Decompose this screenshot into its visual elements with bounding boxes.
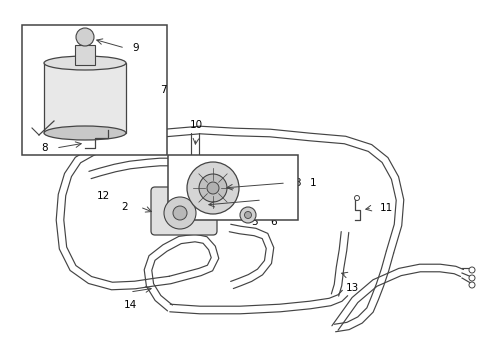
Text: 1: 1: [309, 178, 316, 188]
Bar: [22, 25, 167, 155]
Circle shape: [468, 275, 474, 281]
Circle shape: [163, 197, 196, 229]
Circle shape: [173, 206, 186, 220]
Ellipse shape: [44, 56, 126, 70]
Ellipse shape: [44, 126, 126, 140]
Bar: [75, 45, 95, 65]
Circle shape: [244, 211, 251, 219]
Text: 14: 14: [123, 300, 136, 310]
Text: 5: 5: [251, 217, 258, 227]
Text: 7: 7: [160, 85, 166, 95]
Text: 2: 2: [121, 202, 128, 212]
Text: 8: 8: [41, 143, 48, 153]
Circle shape: [354, 195, 359, 201]
Text: 12: 12: [97, 191, 110, 201]
Circle shape: [199, 174, 226, 202]
Text: 6: 6: [269, 217, 276, 227]
Text: 3: 3: [293, 178, 300, 188]
Circle shape: [206, 182, 219, 194]
FancyBboxPatch shape: [151, 187, 217, 235]
Circle shape: [468, 267, 474, 273]
Circle shape: [240, 207, 256, 223]
Text: 13: 13: [345, 283, 358, 293]
Circle shape: [76, 28, 94, 46]
Text: 4: 4: [269, 195, 276, 205]
Text: 9: 9: [132, 43, 138, 53]
Bar: [44, 63, 126, 133]
Text: 11: 11: [379, 203, 392, 213]
Circle shape: [186, 162, 239, 214]
Bar: [168, 155, 297, 220]
Text: 10: 10: [189, 120, 202, 130]
Circle shape: [468, 282, 474, 288]
